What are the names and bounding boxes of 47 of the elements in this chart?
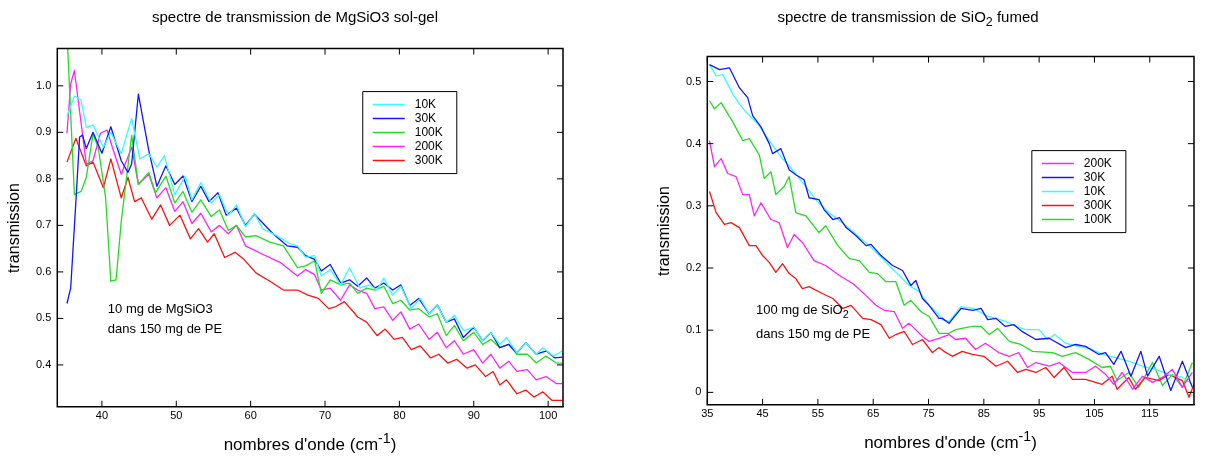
- x-tick-label: 90: [467, 409, 480, 422]
- x-tick-label: 95: [1033, 407, 1046, 420]
- y-tick-label: 1.0: [35, 78, 52, 91]
- y-tick-label: 0.2: [685, 261, 702, 274]
- y-tick-label: 0.3: [685, 198, 702, 211]
- x-tick-label: 60: [244, 409, 257, 422]
- legend-label: 300K: [414, 152, 443, 167]
- y-tick-label: 0.1: [685, 323, 702, 336]
- x-tick-label: 55: [811, 407, 825, 420]
- x-axis-title: nombres d'onde (cm$^{-1}$): [864, 428, 1037, 453]
- legend-label: 100K: [1083, 211, 1112, 226]
- legend-label: 200K: [1083, 155, 1112, 170]
- y-tick-label: 0.7: [35, 218, 52, 231]
- x-tick-label: 105: [1085, 407, 1104, 420]
- x-tick-label: 45: [756, 407, 769, 420]
- x-tick-label: 70: [318, 409, 332, 422]
- y-tick-label: 0.8: [35, 171, 52, 184]
- x-tick-label: 100: [538, 409, 558, 422]
- y-tick-label: 0.5: [685, 74, 702, 87]
- x-tick-label: 65: [867, 407, 880, 420]
- y-tick-label: 0.5: [35, 311, 52, 324]
- y-axis-title: transmission: [654, 185, 673, 276]
- legend-label: 30K: [414, 110, 437, 125]
- x-tick-label: 85: [977, 407, 990, 420]
- x-tick-label: 115: [1140, 407, 1159, 420]
- legend-label: 30K: [1083, 169, 1106, 184]
- annotation: 10 mg de MgSiO3 dans 150 mg de PE: [107, 300, 223, 339]
- y-tick-label: 0: [695, 385, 702, 398]
- x-tick-label: 75: [922, 407, 935, 420]
- y-axis-title: transmission: [4, 182, 23, 273]
- x-tick-label: 40: [95, 409, 109, 422]
- x-axis-title: nombres d'onde (cm$^{-1}$): [223, 430, 397, 455]
- annotation: 100 mg de SiO$_{2}$ dans 150 mg de PE: [755, 301, 871, 343]
- y-tick-label: 0.9: [35, 125, 52, 138]
- y-tick-label: 0.4: [685, 136, 702, 149]
- y-tick-label: 0.6: [35, 264, 52, 277]
- y-tick-label: 0.4: [35, 357, 52, 370]
- legend-label: 10K: [1083, 183, 1106, 198]
- x-tick-label: 50: [170, 409, 183, 422]
- chart-title: spectre de transmission de MgSiO3 sol-gel: [151, 8, 439, 25]
- legend-label: 100K: [414, 124, 443, 139]
- legend-label: 300K: [1083, 197, 1112, 212]
- legend-label: 200K: [414, 138, 443, 153]
- x-tick-label: 35: [701, 407, 714, 420]
- chart-title: spectre de transmission de SiO$_{2}$ fumed: [776, 8, 1040, 29]
- legend-label: 10K: [414, 96, 437, 111]
- x-tick-label: 80: [393, 409, 406, 422]
